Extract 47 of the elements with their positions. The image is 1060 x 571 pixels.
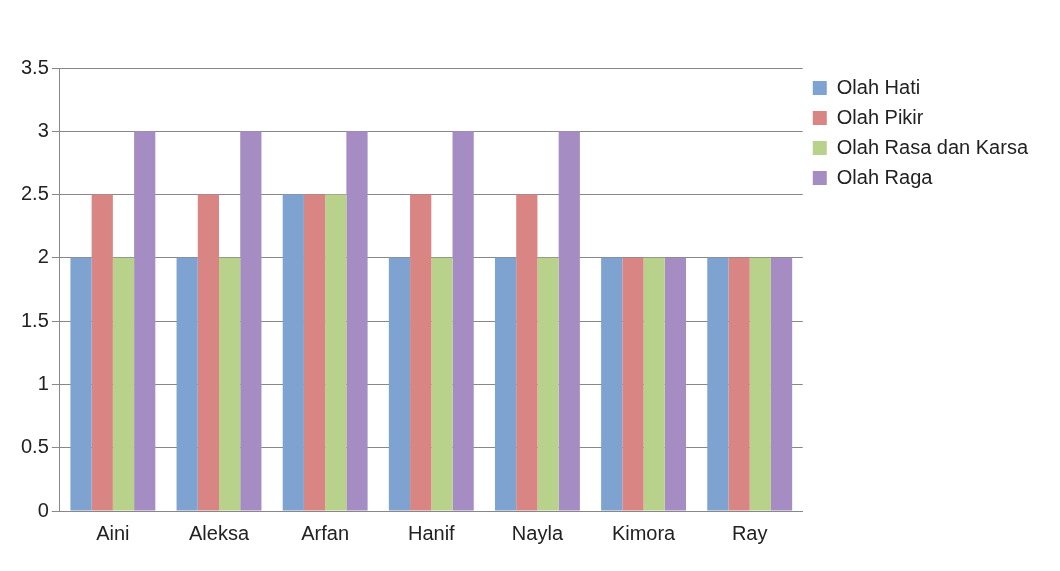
x-tick-label: Nayla — [511, 521, 564, 544]
x-tick-label: Arfan — [301, 521, 350, 544]
y-tick-label: 0.5 — [20, 435, 49, 458]
bar — [176, 257, 198, 511]
bar — [431, 257, 453, 511]
legend-label: Olah Pikir — [836, 105, 924, 128]
x-tick-label: Ray — [731, 521, 768, 544]
bar — [728, 257, 750, 511]
bar — [219, 257, 241, 511]
y-tick-label: 2 — [37, 245, 49, 268]
legend-label: Olah Hati — [836, 75, 921, 98]
x-tick-label: Aini — [96, 521, 130, 544]
bar — [282, 194, 304, 511]
legend-label: Olah Raga — [836, 165, 934, 188]
y-tick-label: 3.5 — [20, 55, 49, 78]
bar — [325, 194, 347, 511]
bar — [197, 194, 220, 511]
bar — [664, 257, 687, 511]
y-tick-label: 3 — [37, 118, 49, 141]
legend-label: Olah Rasa dan Karsa — [836, 135, 1029, 158]
bar — [303, 194, 326, 511]
y-tick-label: 1 — [37, 371, 49, 394]
x-tick-label: Kimora — [611, 521, 677, 544]
bar — [749, 257, 771, 511]
bar — [91, 194, 113, 511]
bar — [388, 257, 411, 511]
bar — [622, 257, 644, 511]
bar — [240, 131, 262, 511]
bar — [601, 257, 623, 511]
bar — [410, 194, 432, 511]
y-tick-label: 1.5 — [20, 308, 49, 331]
x-tick-label: Hanif — [407, 521, 456, 544]
bar — [112, 257, 135, 511]
bar — [643, 257, 665, 511]
bar — [134, 131, 156, 511]
y-tick-label: 2.5 — [20, 182, 49, 205]
y-tick-label: 0 — [37, 498, 49, 521]
bar — [452, 131, 474, 511]
bar — [707, 257, 729, 511]
bar — [70, 257, 92, 511]
bar — [558, 131, 580, 511]
bar — [537, 257, 559, 511]
bar — [516, 194, 538, 511]
bar — [494, 257, 517, 511]
bar — [346, 131, 368, 511]
bar — [770, 257, 793, 511]
x-tick-label: Aleksa — [189, 521, 250, 544]
